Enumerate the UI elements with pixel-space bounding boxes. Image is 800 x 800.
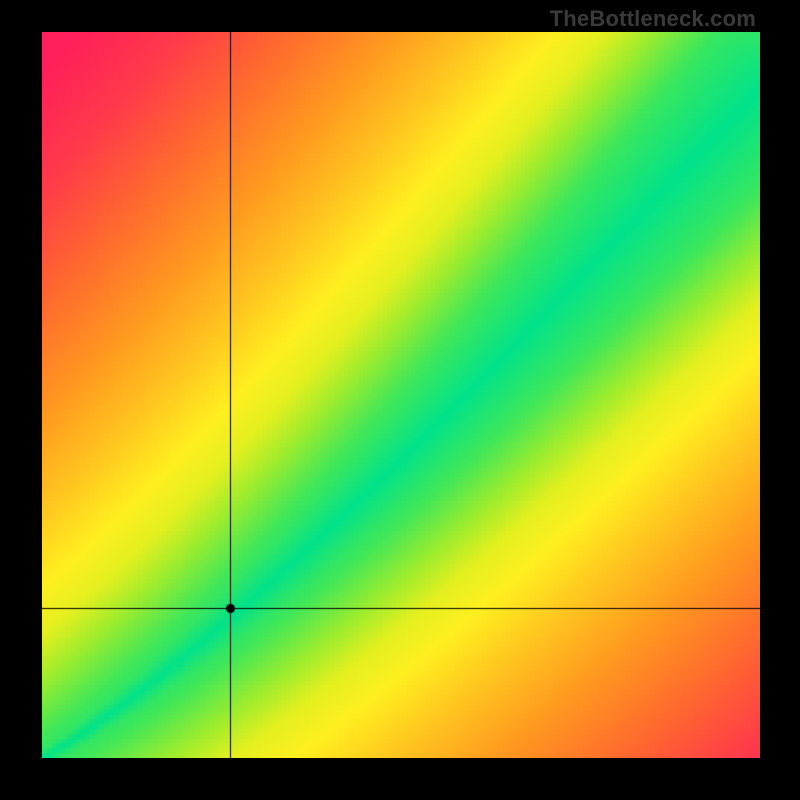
chart-container: TheBottleneck.com xyxy=(0,0,800,800)
watermark-text: TheBottleneck.com xyxy=(550,6,756,32)
bottleneck-heatmap xyxy=(42,32,760,758)
plot-area xyxy=(42,32,760,758)
